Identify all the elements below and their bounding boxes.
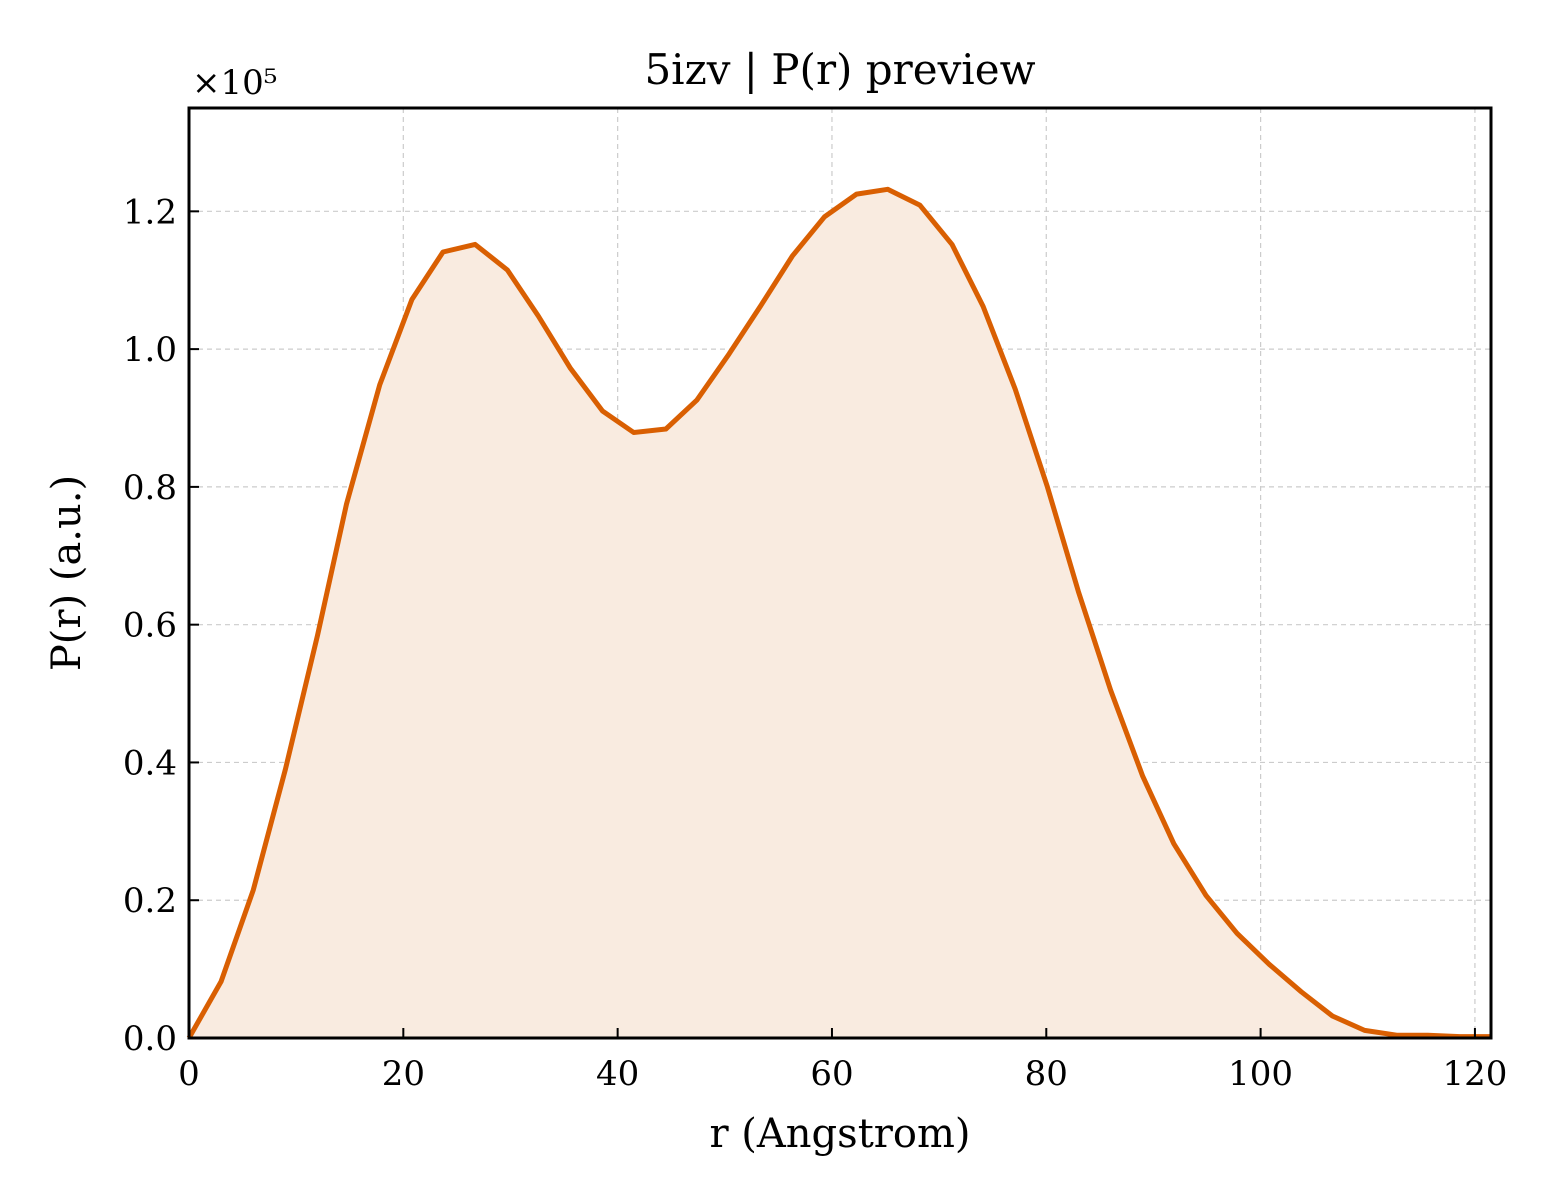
data-point (1363, 1028, 1367, 1032)
x-tick-label: 20 (382, 1054, 425, 1094)
series-line (186, 186, 1491, 1040)
data-point (632, 431, 636, 435)
data-point (378, 383, 382, 387)
data-point (345, 502, 349, 506)
data-point (1109, 688, 1113, 692)
data-point (664, 427, 668, 431)
data-point (1267, 962, 1271, 966)
data-point (695, 398, 699, 402)
y-tick-label: 0.0 (123, 1019, 177, 1059)
data-point (950, 242, 954, 246)
data-point (918, 203, 922, 207)
x-tick-label: 40 (596, 1054, 639, 1094)
data-point (410, 298, 414, 302)
data-point (1141, 774, 1145, 778)
x-axis-label: r (Angstrom) (709, 1111, 970, 1157)
y-axis-label: P(r) (a.u.) (44, 475, 90, 671)
y-tick-label: 0.8 (123, 468, 177, 508)
data-point (219, 980, 223, 984)
data-point (536, 314, 540, 318)
data-point (1330, 1014, 1334, 1018)
y-tick-label: 1.0 (123, 330, 177, 370)
x-tick-label: 80 (1025, 1054, 1068, 1094)
data-point (1013, 387, 1017, 391)
data-point (886, 187, 890, 191)
data-point (601, 409, 605, 413)
x-tick-label: 120 (1442, 1054, 1507, 1094)
area-fill (189, 189, 1491, 1039)
x-tick-label: 100 (1228, 1054, 1293, 1094)
data-point (1076, 590, 1080, 594)
data-point (251, 888, 255, 892)
data-point (1204, 893, 1208, 897)
data-point (316, 633, 320, 637)
plot-frame (187, 106, 1493, 1040)
data-point (823, 215, 827, 219)
data-point (855, 192, 859, 196)
y-tick-label: 0.2 (123, 881, 177, 921)
data-point (569, 366, 573, 370)
data-point (981, 304, 985, 308)
ticks: 0 20 40 60 80 100 120 0.0 0.2 0.4 0.6 0.8 1.0 1.2 (123, 192, 1507, 1094)
y-tick-label: 0.4 (123, 743, 177, 783)
data-point (759, 303, 763, 307)
y-tick-label: 1.2 (123, 192, 177, 232)
data-point (1172, 842, 1176, 846)
x-tick-label: 60 (810, 1054, 853, 1094)
y-offset-label: ×10⁵ (192, 63, 277, 103)
x-tick-label: 0 (178, 1054, 200, 1094)
data-point (505, 268, 509, 272)
y-tick-label: 0.6 (123, 606, 177, 646)
data-point (1045, 485, 1049, 489)
data-point (790, 254, 794, 258)
data-point (1235, 931, 1239, 935)
data-point (441, 250, 445, 254)
data-point (473, 242, 477, 246)
data-point (1299, 990, 1303, 994)
data-point (283, 767, 287, 771)
chart-title: 5izv | P(r) preview (644, 45, 1035, 94)
data-point (727, 352, 731, 356)
